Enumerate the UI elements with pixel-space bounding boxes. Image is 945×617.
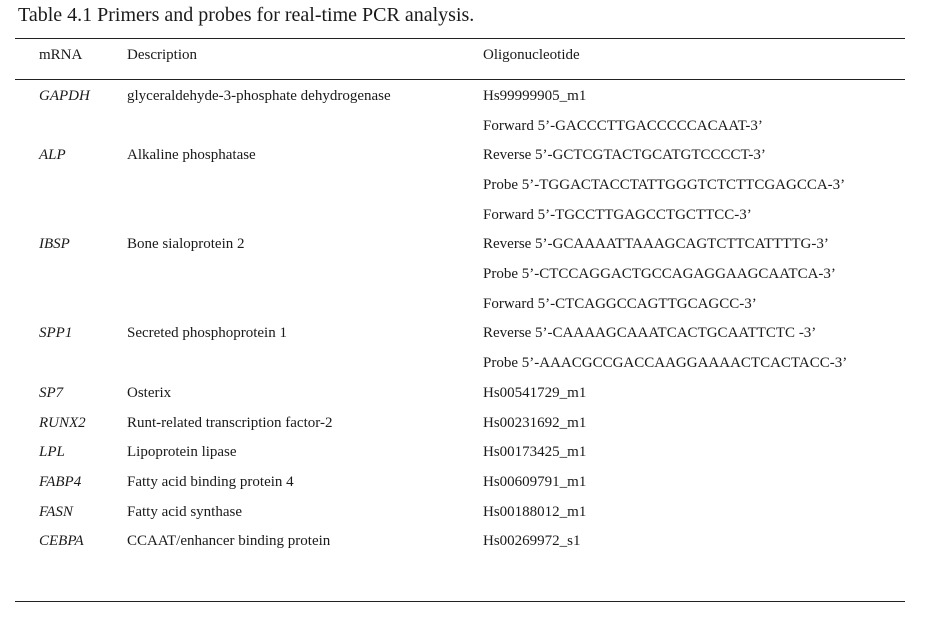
header-description: Description (127, 47, 197, 63)
bottom-rule (15, 601, 905, 602)
mrna-cell: GAPDH (39, 88, 90, 104)
oligonucleotide-cell: Hs00188012_m1 (483, 504, 587, 520)
header-mrna: mRNA (39, 47, 83, 63)
table-row: FABP4 Fatty acid binding protein 4 Hs006… (0, 472, 945, 492)
table-row: Forward 5’-GACCCTTGACCCCCACAAT-3’ (0, 116, 945, 136)
table-row: LPL Lipoprotein lipase Hs00173425_m1 (0, 442, 945, 462)
description-cell: Fatty acid synthase (127, 504, 242, 520)
top-rule (15, 38, 905, 39)
oligonucleotide-cell: Hs00541729_m1 (483, 385, 587, 401)
table-row: SPP1 Secreted phosphoprotein 1 Reverse 5… (0, 323, 945, 343)
table-row: CEBPA CCAAT/enhancer binding protein Hs0… (0, 531, 945, 551)
mrna-cell: ALP (39, 147, 66, 163)
table-row: ALP Alkaline phosphatase Reverse 5’-GCTC… (0, 145, 945, 165)
mrna-cell: FASN (39, 504, 73, 520)
description-cell: Bone sialoprotein 2 (127, 236, 245, 252)
oligonucleotide-cell: Forward 5’-CTCAGGCCAGTTGCAGCC-3’ (483, 296, 757, 312)
oligonucleotide-cell: Probe 5’-CTCCAGGACTGCCAGAGGAAGCAATCA-3’ (483, 266, 836, 282)
mrna-cell: FABP4 (39, 474, 82, 490)
table-row: Probe 5’-TGGACTACCTATTGGGTCTCTTCGAGCCA-3… (0, 175, 945, 195)
table-row: Probe 5’-CTCCAGGACTGCCAGAGGAAGCAATCA-3’ (0, 264, 945, 284)
description-cell: Lipoprotein lipase (127, 444, 237, 460)
table-row: Forward 5’-TGCCTTGAGCCTGCTTCC-3’ (0, 205, 945, 225)
description-cell: CCAAT/enhancer binding protein (127, 533, 331, 549)
mrna-cell: SP7 (39, 385, 64, 401)
oligonucleotide-cell: Probe 5’-AAACGCCGACCAAGGAAAACTCACTACC-3’ (483, 355, 848, 371)
oligonucleotide-cell: Reverse 5’-GCAAAATTAAAGCAGTCTTCATTTTG-3’ (483, 236, 829, 252)
oligonucleotide-cell: Hs00231692_m1 (483, 415, 587, 431)
mrna-cell: LPL (39, 444, 65, 460)
oligonucleotide-cell: Forward 5’-GACCCTTGACCCCCACAAT-3’ (483, 118, 763, 134)
table-row: Probe 5’-AAACGCCGACCAAGGAAAACTCACTACC-3’ (0, 353, 945, 373)
description-cell: Runt-related transcription factor-2 (127, 415, 333, 431)
oligonucleotide-cell: Reverse 5’-CAAAAGCAAATCACTGCAATTCTC -3’ (483, 325, 817, 341)
oligonucleotide-cell: Reverse 5’-GCTCGTACTGCATGTCCCCT-3’ (483, 147, 766, 163)
description-cell: Secreted phosphoprotein 1 (127, 325, 287, 341)
description-cell: Osterix (127, 385, 172, 401)
oligonucleotide-cell: Hs00609791_m1 (483, 474, 587, 490)
oligonucleotide-cell: Hs00269972_s1 (483, 533, 581, 549)
oligonucleotide-cell: Forward 5’-TGCCTTGAGCCTGCTTCC-3’ (483, 207, 752, 223)
table-row: SP7 Osterix Hs00541729_m1 (0, 383, 945, 403)
description-cell: Fatty acid binding protein 4 (127, 474, 294, 490)
table-row: FASN Fatty acid synthase Hs00188012_m1 (0, 502, 945, 522)
table-row: GAPDH glyceraldehyde-3-phosphate dehydro… (0, 86, 945, 106)
mrna-cell: SPP1 (39, 325, 73, 341)
mrna-cell: RUNX2 (39, 415, 86, 431)
oligonucleotide-cell: Hs00173425_m1 (483, 444, 587, 460)
table-row: RUNX2 Runt-related transcription factor-… (0, 413, 945, 433)
header-oligonucleotide: Oligonucleotide (483, 47, 580, 63)
table-row: Forward 5’-CTCAGGCCAGTTGCAGCC-3’ (0, 294, 945, 314)
mrna-cell: IBSP (39, 236, 70, 252)
description-cell: Alkaline phosphatase (127, 147, 256, 163)
oligonucleotide-cell: Probe 5’-TGGACTACCTATTGGGTCTCTTCGAGCCA-3… (483, 177, 846, 193)
oligonucleotide-cell: Hs99999905_m1 (483, 88, 587, 104)
description-cell: glyceraldehyde-3-phosphate dehydrogenase (127, 88, 391, 104)
table-row: IBSP Bone sialoprotein 2 Reverse 5’-GCAA… (0, 234, 945, 254)
mrna-cell: CEBPA (39, 533, 84, 549)
header-rule (15, 79, 905, 80)
table-caption: Table 4.1 Primers and probes for real-ti… (18, 4, 475, 26)
